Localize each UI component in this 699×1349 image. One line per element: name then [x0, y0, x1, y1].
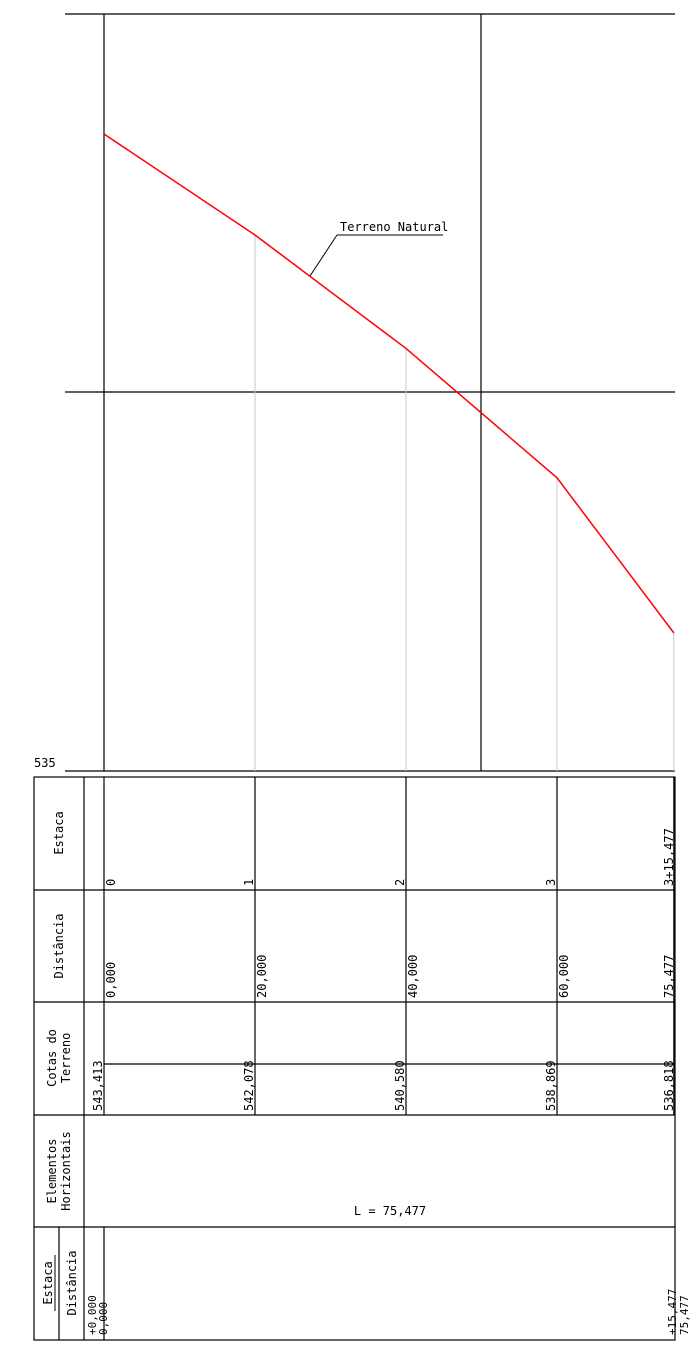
table-station-verticals: [103, 777, 675, 1340]
cell-distancia: 40,000: [406, 955, 420, 998]
cell-estaca: 2: [393, 879, 407, 886]
cell-distancia: 0,000: [104, 962, 118, 998]
bottom-start-distance: 0,000: [97, 1302, 110, 1335]
header-estaca: Estaca: [52, 811, 66, 854]
header-elementos-line1: Elementos: [45, 1138, 59, 1203]
header-cotas-line2: Terreno: [59, 1033, 73, 1084]
cell-estaca: 3: [544, 879, 558, 886]
terrain-line: [103, 133, 675, 634]
cell-distancia: 60,000: [557, 955, 571, 998]
station-drop-lines: [254, 235, 675, 771]
terrain-leader: [309, 234, 443, 277]
terrain-label: Terreno Natural: [340, 220, 448, 234]
bottom-start-stake: +0,000: [86, 1295, 99, 1335]
cell-cota: 536,818: [662, 1060, 676, 1111]
table-outline: [33, 776, 676, 1341]
table-cell-texts: 0 0,000 543,413 1 20,000 542,078 2 40,000 540,58…: [91, 828, 676, 1111]
header-distancia: Distância: [52, 913, 66, 978]
horizontal-length-label: L = 75,477: [354, 1204, 426, 1218]
cell-cota: 542,078: [242, 1060, 256, 1111]
cell-estaca: 3+15,477: [662, 828, 676, 886]
table-grid: [33, 776, 676, 1341]
bottom-end-stake: +15,477: [666, 1289, 679, 1335]
header-bottom-estaca: Estaca: [41, 1261, 55, 1304]
cell-cota: 543,413: [91, 1060, 105, 1111]
header-bottom-distancia: Distância: [65, 1250, 79, 1315]
datum-elevation-label: 535: [34, 756, 56, 770]
header-cotas-line1: Cotas do: [45, 1029, 59, 1087]
cell-estaca: 1: [242, 879, 256, 886]
profile-frame: [65, 13, 675, 772]
terrain-leader-slant: [309, 234, 338, 277]
cell-cota: 538,869: [544, 1060, 558, 1111]
header-elementos-line2: Horizontais: [59, 1131, 73, 1210]
cell-estaca: 0: [104, 879, 118, 886]
cell-distancia: 75,477: [662, 955, 676, 998]
bottom-end-distance: 75,477: [678, 1295, 691, 1335]
cell-distancia: 20,000: [255, 955, 269, 998]
cell-cota: 540,580: [393, 1060, 407, 1111]
